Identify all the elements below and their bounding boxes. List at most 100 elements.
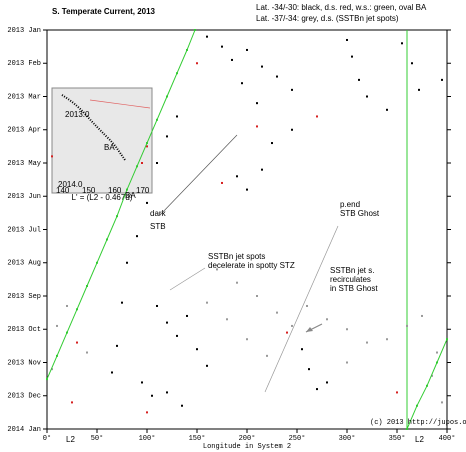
arrow-head — [306, 327, 313, 332]
data-point — [346, 361, 348, 364]
annotation: recirculates — [330, 275, 371, 284]
inset-tick: 160 — [108, 186, 122, 195]
data-point — [346, 328, 348, 331]
y-tick-label: 2013 Aug — [7, 260, 41, 268]
y-tick-label: 2013 Apr — [7, 127, 41, 135]
data-point — [261, 65, 263, 68]
data-point — [421, 314, 423, 317]
annotation: STB — [150, 222, 166, 231]
data-point — [221, 181, 223, 184]
y-tick-label: 2013 Jan — [7, 27, 41, 35]
data-point — [271, 142, 273, 145]
data-point — [441, 401, 443, 404]
data-point — [176, 72, 178, 75]
data-point — [194, 29, 196, 31]
data-point — [121, 301, 123, 304]
annotation: BA — [125, 191, 136, 200]
pointer-line — [159, 134, 238, 216]
data-point — [146, 145, 148, 148]
data-point — [176, 115, 178, 118]
annotation: in STB Ghost — [330, 284, 378, 293]
y-tick-label: 2013 May — [7, 160, 41, 168]
y-tick-label: 2013 Nov — [7, 359, 41, 367]
data-point — [181, 404, 183, 407]
data-point — [406, 324, 408, 327]
data-point — [46, 378, 48, 381]
data-point — [56, 354, 58, 357]
data-point — [358, 78, 360, 81]
data-point — [151, 394, 153, 397]
inset: 2013.0 2014.0 BA 140 150 160 170 L' = (L… — [51, 87, 153, 202]
data-point — [436, 361, 438, 364]
data-point — [116, 344, 118, 347]
data-point — [416, 404, 418, 407]
data-point — [186, 314, 188, 317]
inset-annotation: BA — [104, 143, 115, 152]
inset-trace — [61, 94, 126, 161]
chart-title: S. Temperate Current, 2013 — [52, 7, 156, 16]
x-axis-label: Longitude in System 2 — [203, 443, 291, 451]
data-point — [266, 354, 268, 357]
data-point — [308, 368, 310, 371]
data-point — [196, 62, 198, 65]
data-point — [141, 381, 143, 384]
data-point — [126, 261, 128, 264]
data-point — [86, 285, 88, 288]
data-point — [236, 281, 238, 284]
data-point — [346, 38, 348, 41]
data-point — [146, 411, 148, 414]
data-point — [51, 155, 53, 158]
data-point — [136, 165, 138, 168]
y-tick-label: 2013 Jun — [7, 193, 41, 201]
data-point — [431, 374, 433, 377]
y-tick-label: 2013 Mar — [7, 93, 41, 101]
annotation: SSTBn jet s. — [330, 266, 374, 275]
data-point — [291, 128, 293, 131]
pointer-line — [264, 225, 339, 393]
data-point — [301, 348, 303, 351]
data-point — [86, 351, 88, 354]
data-point — [256, 295, 258, 297]
inset-x-label: L' = (L2 - 0.467d) — [72, 193, 133, 202]
data-point — [231, 58, 233, 61]
data-point — [216, 268, 218, 271]
data-point — [306, 304, 308, 307]
data-point — [236, 175, 238, 178]
data-point — [406, 428, 408, 430]
data-point — [276, 311, 278, 314]
data-point — [366, 95, 368, 98]
annotation: decelerate in spotty STZ — [208, 261, 295, 270]
annotation: L2 — [415, 435, 424, 444]
data-point — [141, 162, 143, 164]
inset-tick: 150 — [82, 186, 96, 195]
x-tick-label: 150° — [189, 434, 206, 443]
data-point — [146, 201, 148, 204]
data-point — [316, 388, 318, 391]
data-point — [176, 334, 178, 337]
data-point — [326, 318, 328, 321]
inset-frame — [51, 87, 153, 194]
data-point — [401, 42, 403, 45]
annotation: SSTBn jet spots — [208, 252, 265, 261]
data-point — [418, 88, 420, 91]
data-point — [51, 368, 53, 371]
y-tick-label: 2013 Dec — [7, 393, 41, 401]
data-point — [276, 75, 278, 78]
y-tick-label: 2013 Jul — [7, 226, 41, 234]
data-point — [156, 162, 158, 164]
inset-fit — [89, 99, 151, 109]
data-point — [166, 321, 168, 324]
data-point — [316, 115, 318, 118]
data-point — [446, 338, 448, 341]
data-point — [241, 82, 243, 85]
legend-line: Lat. -37/-34: grey, d.s. (SSTBn jet spot… — [256, 14, 399, 23]
data-point — [146, 142, 148, 145]
data-point — [226, 318, 228, 321]
data-point — [206, 364, 208, 367]
data-point — [116, 215, 118, 218]
data-point — [246, 188, 248, 191]
data-point — [186, 48, 188, 51]
data-point — [126, 188, 128, 191]
data-point — [96, 261, 98, 264]
